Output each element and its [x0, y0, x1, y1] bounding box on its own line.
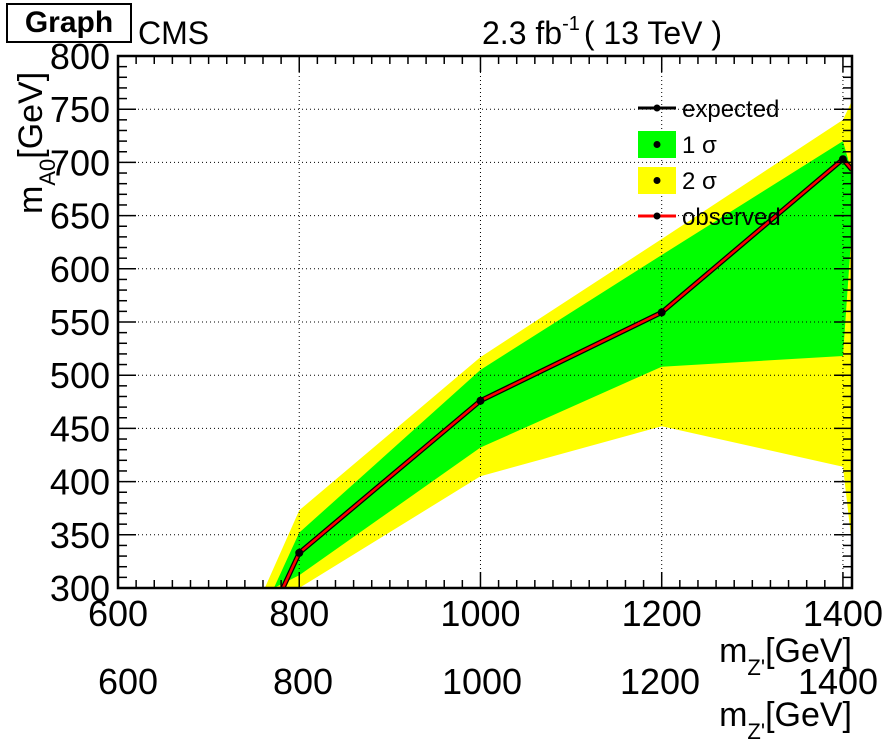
- y-tick-label: 400: [50, 462, 110, 503]
- x-tick-label: 1000: [440, 593, 520, 634]
- x-tick-label: 1200: [622, 593, 702, 634]
- x-tick-label: 600: [88, 593, 148, 634]
- legend-label-1sigma: 1 σ: [682, 132, 717, 159]
- legend: expected 1 σ 2 σ observed: [638, 96, 781, 231]
- data-point: [295, 548, 304, 557]
- luminosity-label: 2.3 fb-1( 13 TeV ): [482, 13, 722, 51]
- legend-marker-observed: [653, 212, 661, 220]
- y-tick-label: 300: [50, 568, 110, 609]
- x-tick-label: 1400: [803, 593, 883, 634]
- legend-item-2sigma: 2 σ: [638, 167, 717, 195]
- legend-item-expected: expected: [638, 96, 779, 123]
- ghost-axis: 600 800 1000 1200 1400 mZ'[GeV]: [98, 661, 878, 742]
- legend-item-1sigma: 1 σ: [638, 131, 717, 159]
- plot-area: 600 800 1000 1200 1400 300 350 400 450 500 550 600 6…: [50, 36, 883, 634]
- experiment-label: CMS: [138, 15, 209, 51]
- y-tick-label: 700: [50, 142, 110, 183]
- y-tick-label: 550: [50, 302, 110, 343]
- ghost-tick-label: 1400: [798, 661, 878, 702]
- legend-label-expected: expected: [682, 96, 779, 123]
- graph-title-box: Graph: [6, 3, 132, 43]
- ghost-tick-label: 1200: [620, 661, 700, 702]
- y-tick-label: 500: [50, 355, 110, 396]
- y-tick-label: 750: [50, 89, 110, 130]
- x-axis-label: mZ'[GeV]: [719, 632, 852, 680]
- legend-item-observed: observed: [638, 204, 781, 231]
- legend-label-observed: observed: [682, 204, 781, 231]
- legend-label-2sigma: 2 σ: [682, 168, 717, 195]
- y-axis-label: mA0[GeV]: [12, 72, 60, 214]
- y-tick-label: 600: [50, 249, 110, 290]
- legend-marker-expected: [653, 104, 661, 112]
- y-tick-label: 650: [50, 196, 110, 237]
- ghost-tick-label: 1000: [442, 661, 522, 702]
- legend-marker-1sigma: [653, 141, 661, 148]
- data-point: [476, 396, 485, 405]
- legend-marker-2sigma: [653, 177, 661, 184]
- data-point: [657, 308, 666, 317]
- ghost-tick-label: 800: [273, 661, 333, 702]
- plot-content: [118, 56, 852, 588]
- y-tick-label: 350: [50, 515, 110, 556]
- data-point: [838, 155, 847, 164]
- ghost-tick-label: 600: [98, 661, 158, 702]
- band-1sigma: [273, 141, 852, 588]
- y-tick-label: 450: [50, 408, 110, 449]
- ghost-x-axis-label: mZ'[GeV]: [719, 696, 852, 742]
- x-tick-label: 800: [269, 593, 329, 634]
